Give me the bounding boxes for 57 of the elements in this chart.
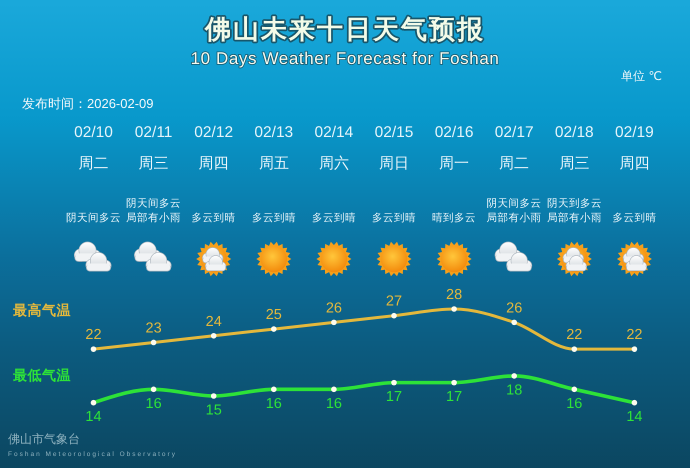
text: 多云到晴: [252, 211, 296, 224]
x-tick-label: 02/17: [494, 124, 534, 141]
text: 阴天到多云局部有小雨: [546, 198, 602, 224]
data-label: 22: [85, 327, 102, 344]
x-tick-label: 02/14: [314, 124, 354, 141]
data-label: 16: [566, 396, 582, 412]
data-label: 14: [626, 409, 642, 426]
data-label: 22: [566, 327, 582, 344]
data-label: 26: [506, 300, 522, 316]
series-label: 最低气温: [12, 367, 71, 383]
data-label: 22: [626, 327, 642, 344]
data-label: 16: [326, 396, 342, 412]
text: 多云到晴: [372, 211, 416, 224]
x-tick-label: 02/15: [374, 124, 414, 141]
text: 周日: [379, 155, 409, 172]
data-label: 16: [266, 396, 282, 412]
text: 阴天间多云: [66, 212, 121, 224]
x-tick-label: 02/16: [434, 124, 474, 141]
x-tick-label: 02/18: [554, 124, 594, 141]
text: 周三: [559, 155, 590, 172]
x-tick-label: 02/11: [134, 124, 172, 141]
x-tick-label: 02/12: [194, 124, 234, 141]
data-label: 27: [386, 294, 402, 310]
data-label: 26: [326, 300, 342, 316]
x-tick-label: 02/13: [254, 124, 294, 141]
x-tick-label: 02/10: [74, 124, 114, 141]
text: 阴天间多云局部有小雨: [126, 198, 182, 224]
text: 发布时间：2026-02-09: [22, 96, 154, 111]
text: 晴到多云: [432, 211, 476, 224]
data-label: 25: [266, 307, 282, 324]
data-label: 17: [386, 389, 402, 406]
text: 周二: [499, 155, 530, 172]
chart-subtitle: 10 Days Weather Forecast for Foshan: [190, 49, 500, 68]
text: 周五: [258, 155, 289, 172]
text: 多云到晴: [192, 211, 236, 224]
text: 最高气温: [12, 302, 71, 318]
data-label: 18: [506, 382, 522, 398]
data-label: 14: [85, 409, 102, 426]
text: 佛山市气象台: [8, 432, 80, 446]
text: 周六: [318, 155, 349, 172]
data-label: 28: [446, 287, 462, 303]
chart-title: 佛山未来十日天气预报: [204, 14, 485, 44]
text: 多云到晴: [612, 211, 656, 224]
text: 周一: [439, 155, 470, 172]
text: 周三: [138, 155, 169, 172]
data-label: 24: [206, 314, 222, 330]
text: 阴天间多云局部有小雨: [486, 198, 542, 224]
text: 周四: [619, 155, 650, 172]
text: 周四: [198, 155, 229, 172]
text: 单位 ℃: [621, 69, 662, 83]
x-tick-label: 02/19: [615, 124, 654, 141]
data-label: 15: [206, 402, 222, 419]
text: 周二: [78, 155, 108, 172]
data-label: 17: [446, 389, 462, 406]
text: 多云到晴: [312, 211, 356, 224]
data-label: 23: [146, 320, 162, 336]
data-label: 16: [146, 396, 162, 412]
